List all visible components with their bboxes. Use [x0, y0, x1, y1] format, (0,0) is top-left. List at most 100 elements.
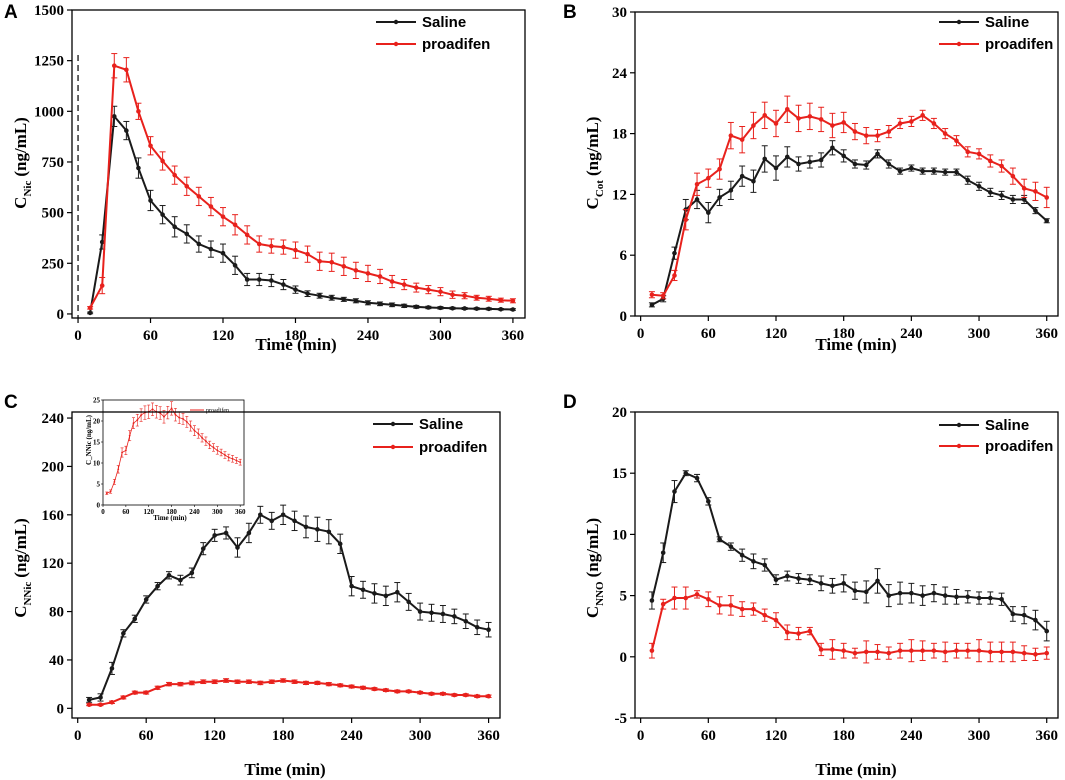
data-point-proadifen-a [160, 158, 165, 164]
data-point-proadifen-b [875, 133, 880, 138]
legend-d: Saline proadifen [939, 417, 1053, 455]
data-point-proadifen-c [98, 702, 103, 707]
data-point-saline-d [660, 550, 666, 556]
data-point-saline-c [166, 572, 172, 578]
data-point-proadifen-a [510, 298, 516, 304]
data-point-saline-b [1044, 218, 1050, 224]
data-point-proadifen-d [988, 649, 993, 655]
data-point-saline-c [417, 609, 423, 614]
data-point-proadifen-b [1044, 195, 1050, 200]
data-point-proadifen-c [429, 691, 434, 697]
data-point-saline-c [326, 529, 332, 535]
data-point-proadifen-d [739, 606, 745, 612]
data-point-proadifen-a [220, 214, 226, 219]
data-point-saline-a [389, 302, 395, 308]
data-point-proadifen-c [383, 687, 389, 693]
data-point-proadifen-d [660, 601, 666, 607]
data-point-proadifen-a [136, 109, 141, 114]
data-point-proadifen-a [305, 251, 310, 257]
inset-data-point-proadifen [212, 446, 215, 449]
data-point-saline-d [830, 583, 835, 589]
inset-data-point-proadifen [174, 413, 177, 416]
inset-x-tick-label: 360 [235, 508, 246, 516]
data-point-saline-b [818, 157, 824, 163]
data-point-proadifen-b [672, 273, 677, 278]
series-line-proadifen-a [89, 64, 513, 309]
data-point-proadifen-a [232, 222, 238, 228]
inset-data-point-proadifen [170, 407, 173, 410]
data-point-saline-b [751, 178, 756, 184]
data-point-saline-a [256, 277, 262, 282]
y-tick-label-b: 0 [620, 309, 628, 325]
data-point-saline-c [200, 546, 206, 551]
data-point-saline-c [337, 541, 343, 547]
data-point-proadifen-b [841, 120, 846, 125]
data-point-saline-a [413, 304, 419, 310]
inset-data-point-proadifen [121, 451, 123, 454]
plot-frame-d [634, 411, 1059, 719]
y-tick-label-c: 240 [42, 411, 65, 427]
panel-d: D Time (min) CNNO(ng/mL) Saline proadife… [563, 392, 1059, 779]
data-point-proadifen-d [965, 648, 971, 653]
x-tick-label-c: 240 [340, 728, 363, 744]
y-tick-label-c: 200 [42, 459, 65, 475]
data-point-proadifen-d [784, 630, 790, 635]
data-point-saline-d [976, 595, 982, 601]
data-point-proadifen-c [360, 685, 366, 691]
data-point-saline-d [773, 577, 779, 582]
data-point-proadifen-a [208, 204, 214, 209]
y-tick-label-a: 1000 [34, 104, 64, 120]
data-point-saline-b [694, 197, 700, 202]
y-tick-label-d: 20 [612, 405, 627, 421]
data-point-proadifen-c [463, 692, 469, 698]
data-point-saline-b [1010, 197, 1016, 202]
inset-data-point-proadifen [105, 492, 108, 495]
data-point-proadifen-c [269, 679, 275, 685]
data-point-proadifen-b [976, 151, 982, 157]
legend-label-saline-c: Saline [419, 416, 463, 433]
legend-b: Saline proadifen [939, 14, 1053, 53]
inset-legend-label: proadifen [206, 407, 229, 414]
data-point-proadifen-c [326, 681, 332, 687]
data-point-saline-a [244, 277, 250, 282]
data-point-proadifen-d [875, 649, 880, 655]
data-point-saline-d [988, 595, 993, 601]
data-point-proadifen-a [111, 63, 117, 69]
inset-data-point-proadifen [231, 457, 234, 460]
data-point-saline-a [99, 239, 105, 245]
inset-x-tick-label: 300 [212, 508, 223, 516]
x-tick-label-a: 300 [429, 328, 452, 344]
data-point-proadifen-b [694, 181, 700, 187]
data-point-proadifen-a [244, 232, 250, 238]
data-point-saline-b [920, 168, 925, 174]
x-tick-label-b: 240 [900, 326, 923, 342]
data-point-saline-b [931, 168, 937, 174]
data-point-saline-b [1021, 197, 1027, 202]
y-tick-label-d: 15 [612, 466, 627, 482]
y-tick-label-c: 120 [42, 556, 65, 572]
data-point-saline-b [830, 145, 835, 151]
data-point-saline-c [315, 527, 320, 532]
inset-data-point-proadifen [178, 416, 181, 419]
data-point-saline-a [365, 300, 371, 306]
data-point-proadifen-b [1021, 186, 1027, 191]
y-tick-label-a: 0 [57, 307, 65, 323]
data-point-proadifen-c [212, 679, 217, 685]
legend-c: Saline proadifen [373, 416, 487, 456]
x-axis-title-a: Time (min) [255, 335, 336, 354]
x-tick-label-d: 360 [1035, 728, 1058, 744]
series-line-saline-c [88, 513, 489, 701]
data-point-saline-b [976, 183, 982, 189]
data-point-proadifen-b [1010, 173, 1016, 179]
inset-data-point-proadifen [216, 449, 219, 452]
inset-data-point-proadifen [163, 415, 165, 418]
inset-data-point-proadifen [132, 422, 135, 424]
data-point-proadifen-a [353, 268, 359, 273]
data-point-saline-b [863, 162, 869, 168]
data-point-saline-d [965, 594, 971, 600]
inset-y-tick-label: 15 [93, 439, 101, 447]
data-point-saline-d [784, 573, 790, 579]
inset-data-point-proadifen [136, 419, 139, 422]
data-point-saline-b [672, 250, 677, 256]
